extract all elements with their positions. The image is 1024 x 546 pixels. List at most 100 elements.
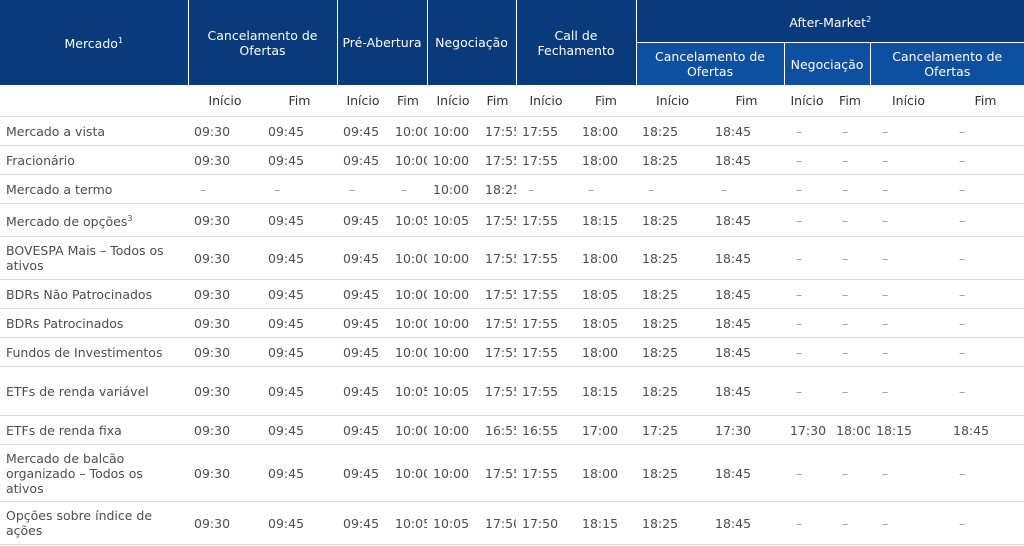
table-row: Fundos de Investimentos 09:30 09:45 09:45 10… bbox=[0, 337, 1024, 367]
time-cell: – bbox=[947, 337, 1024, 367]
header-negociacao: Negociação bbox=[426, 0, 517, 85]
time-cell: 09:45 bbox=[262, 366, 337, 416]
time-cell: 18:15 bbox=[576, 203, 637, 237]
table-body: Mercado a vista09:3009:4509:4510:0010:00… bbox=[0, 116, 1024, 545]
time-cell: 18:25 bbox=[636, 279, 710, 309]
time-cell: 18:45 bbox=[709, 145, 785, 175]
time-cell: 09:45 bbox=[337, 279, 389, 309]
time-cell: 18:00 bbox=[576, 444, 637, 502]
time-cell: – bbox=[830, 308, 871, 338]
header-pre-abertura: Pré-Abertura bbox=[336, 0, 428, 85]
time-cell: 10:05 bbox=[389, 366, 428, 416]
subheader-inicio: Início bbox=[188, 85, 262, 117]
time-cell: 16:55 bbox=[479, 415, 517, 445]
time-cell: – bbox=[830, 279, 871, 309]
time-cell: – bbox=[870, 116, 948, 146]
subheader-inicio: Início bbox=[870, 85, 948, 117]
time-cell: 10:00 bbox=[427, 145, 480, 175]
time-cell: – bbox=[870, 366, 948, 416]
time-cell: 09:45 bbox=[262, 415, 337, 445]
time-cell: – bbox=[709, 174, 785, 204]
time-cell: 09:45 bbox=[337, 337, 389, 367]
time-cell: – bbox=[516, 174, 577, 204]
time-cell: – bbox=[830, 203, 871, 237]
time-cell: 17:55 bbox=[479, 236, 517, 280]
header-mercado-footnote: 1 bbox=[117, 36, 124, 46]
time-cell: 09:30 bbox=[188, 145, 262, 175]
time-cell: – bbox=[830, 501, 871, 545]
subheader-fim: Fim bbox=[479, 85, 517, 117]
time-cell: 10:00 bbox=[389, 116, 428, 146]
subheader-fim: Fim bbox=[389, 85, 428, 117]
time-cell: 17:55 bbox=[516, 366, 577, 416]
time-cell: 09:30 bbox=[188, 308, 262, 338]
market-name-footnote: 3 bbox=[127, 213, 133, 223]
header-mercado: Mercado1 bbox=[0, 0, 188, 85]
time-cell: 18:15 bbox=[576, 366, 637, 416]
time-cell: 10:00 bbox=[427, 337, 480, 367]
market-name: Mercado de opções3 bbox=[0, 203, 188, 237]
time-cell: 18:00 bbox=[576, 337, 637, 367]
time-cell: – bbox=[830, 236, 871, 280]
time-cell: 09:45 bbox=[262, 337, 337, 367]
time-cell: 18:45 bbox=[709, 501, 785, 545]
time-cell: 10:05 bbox=[427, 203, 480, 237]
time-cell: 09:45 bbox=[337, 203, 389, 237]
time-cell: 09:30 bbox=[188, 501, 262, 545]
time-cell: 17:55 bbox=[516, 279, 577, 309]
time-cell: – bbox=[784, 116, 831, 146]
time-cell: 09:45 bbox=[262, 308, 337, 338]
time-cell: 18:45 bbox=[709, 444, 785, 502]
time-cell: 17:55 bbox=[479, 145, 517, 175]
time-cell: 09:30 bbox=[188, 236, 262, 280]
time-cell: – bbox=[947, 236, 1024, 280]
header-cancelamento: Cancelamento de Ofertas bbox=[187, 0, 337, 85]
time-cell: 18:45 bbox=[709, 203, 785, 237]
header-after-market: After-Market2 bbox=[635, 0, 1024, 43]
market-name-label: Mercado a vista bbox=[6, 123, 106, 139]
time-cell: 18:25 bbox=[636, 501, 710, 545]
time-cell: 09:45 bbox=[262, 116, 337, 146]
subheader-inicio: Início bbox=[516, 85, 577, 117]
time-cell: 09:45 bbox=[262, 203, 337, 237]
time-cell: 09:30 bbox=[188, 203, 262, 237]
time-cell: 18:25 bbox=[636, 236, 710, 280]
market-name: Mercado de balcão organizado – Todos os … bbox=[0, 444, 188, 502]
table-row: BDRs Não Patrocinados 09:30 09:45 09:45 10:0… bbox=[0, 279, 1024, 309]
market-name-label: ETFs de renda fixa bbox=[6, 422, 122, 438]
time-cell: 16:55 bbox=[516, 415, 577, 445]
time-cell: 09:45 bbox=[262, 279, 337, 309]
table-row: BOVESPA Mais – Todos os ativos 09:30 09:45… bbox=[0, 236, 1024, 280]
time-cell: 18:25 bbox=[636, 145, 710, 175]
time-cell: 17:55 bbox=[479, 308, 517, 338]
table-row: Opções sobre índice de ações 09:30 09:45 09… bbox=[0, 501, 1024, 545]
market-name: Fundos de Investimentos bbox=[0, 337, 188, 367]
time-cell: 10:00 bbox=[389, 145, 428, 175]
time-cell: – bbox=[870, 203, 948, 237]
time-cell: 10:00 bbox=[427, 236, 480, 280]
time-cell: – bbox=[337, 174, 389, 204]
time-cell: 10:05 bbox=[389, 501, 428, 545]
time-cell: – bbox=[947, 308, 1024, 338]
time-cell: – bbox=[784, 366, 831, 416]
time-cell: 17:55 bbox=[479, 366, 517, 416]
time-cell: – bbox=[188, 174, 262, 204]
time-cell: 10:00 bbox=[427, 116, 480, 146]
time-cell: 17:55 bbox=[516, 203, 577, 237]
time-cell: – bbox=[947, 145, 1024, 175]
time-cell: 18:25 bbox=[636, 366, 710, 416]
time-cell: – bbox=[947, 444, 1024, 502]
time-cell: 17:30 bbox=[784, 415, 831, 445]
market-name-label: ETFs de renda variável bbox=[6, 383, 149, 399]
time-cell: 18:45 bbox=[709, 337, 785, 367]
time-cell: 18:00 bbox=[576, 145, 637, 175]
time-cell: 18:25 bbox=[636, 203, 710, 237]
time-cell: 17:55 bbox=[516, 444, 577, 502]
time-cell: 18:25 bbox=[636, 444, 710, 502]
time-cell: 09:30 bbox=[188, 116, 262, 146]
subheader-inicio: Início bbox=[784, 85, 831, 117]
time-cell: – bbox=[830, 145, 871, 175]
time-cell: 18:25 bbox=[636, 308, 710, 338]
time-cell: 17:50 bbox=[479, 501, 517, 545]
time-cell: 17:55 bbox=[516, 308, 577, 338]
